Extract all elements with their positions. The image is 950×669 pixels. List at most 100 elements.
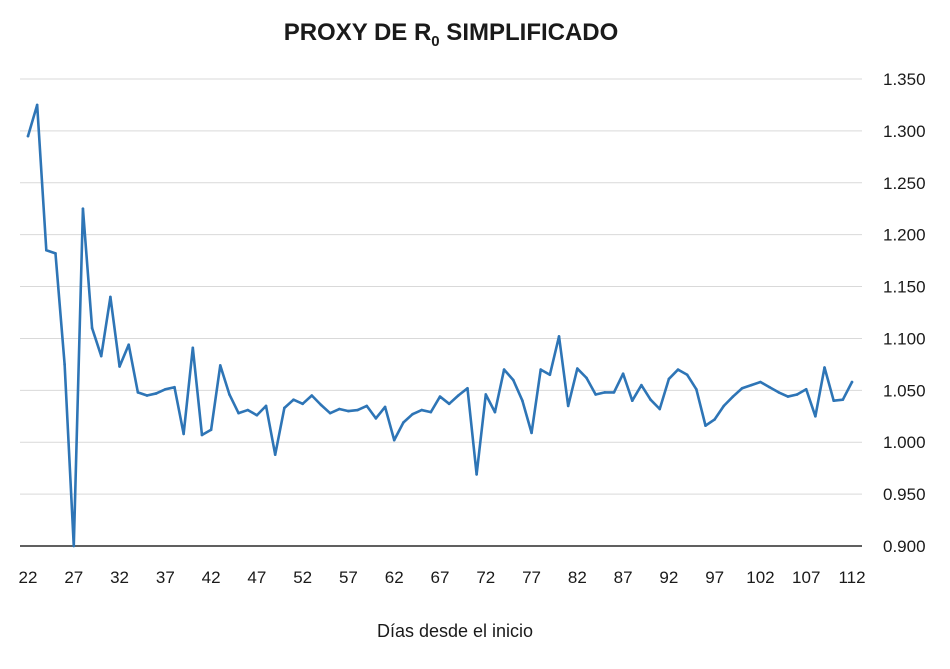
data-point bbox=[804, 387, 808, 391]
data-point bbox=[749, 383, 753, 387]
data-point bbox=[99, 354, 103, 358]
data-point bbox=[612, 391, 616, 394]
data-point bbox=[475, 473, 478, 476]
data-point bbox=[173, 385, 176, 389]
data-point bbox=[594, 393, 597, 396]
data-point bbox=[127, 343, 131, 346]
y-tick-label: 1.150 bbox=[883, 278, 926, 297]
data-point bbox=[676, 368, 680, 371]
data-point bbox=[621, 372, 625, 376]
data-point bbox=[731, 395, 735, 398]
data-point bbox=[337, 407, 341, 411]
x-tick-label: 22 bbox=[19, 568, 38, 587]
data-point bbox=[365, 404, 369, 408]
data-point bbox=[704, 424, 707, 427]
data-point bbox=[209, 428, 213, 432]
chart-title: PROXY DE R0 SIMPLIFICADO bbox=[284, 19, 619, 50]
data-point bbox=[54, 252, 57, 255]
x-tick-label: 87 bbox=[614, 568, 633, 587]
data-point bbox=[81, 207, 85, 211]
data-point bbox=[841, 398, 845, 401]
title-prefix: PROXY DE R bbox=[284, 19, 432, 46]
data-point bbox=[118, 365, 121, 368]
data-point bbox=[255, 413, 259, 417]
x-tick-label: 47 bbox=[247, 568, 266, 587]
x-tick-label: 92 bbox=[659, 568, 678, 587]
data-point bbox=[457, 394, 460, 397]
data-point bbox=[328, 411, 332, 415]
y-axis-ticks: 0.900 0.950 1.000 1.050 1.100 1.150 1.200 1.250… bbox=[883, 70, 926, 556]
data-point bbox=[649, 398, 652, 401]
data-point bbox=[164, 387, 167, 391]
x-tick-label: 27 bbox=[64, 568, 83, 587]
data-point bbox=[557, 335, 561, 338]
data-point bbox=[713, 418, 716, 421]
data-point bbox=[273, 453, 277, 456]
data-point bbox=[356, 408, 359, 412]
x-tick-label: 97 bbox=[705, 568, 724, 587]
x-tick-label: 77 bbox=[522, 568, 541, 587]
data-point bbox=[759, 380, 762, 384]
data-point bbox=[411, 412, 414, 416]
data-point bbox=[154, 392, 158, 395]
data-point bbox=[392, 438, 396, 442]
data-point bbox=[630, 399, 634, 403]
data-point bbox=[768, 385, 771, 389]
data-point bbox=[493, 410, 497, 414]
data-point bbox=[576, 367, 579, 370]
data-point bbox=[823, 366, 826, 369]
y-tick-label: 0.900 bbox=[883, 537, 926, 556]
data-point bbox=[695, 387, 698, 391]
x-tick-label: 57 bbox=[339, 568, 358, 587]
data-point bbox=[283, 406, 286, 410]
data-point bbox=[136, 391, 140, 394]
data-point bbox=[191, 346, 195, 350]
data-point bbox=[438, 395, 442, 398]
data-point bbox=[228, 393, 231, 396]
data-point bbox=[246, 408, 250, 412]
data-point bbox=[429, 410, 433, 414]
y-tick-label: 0.950 bbox=[883, 485, 926, 504]
data-point bbox=[466, 386, 469, 390]
data-point bbox=[310, 394, 314, 397]
x-tick-label: 102 bbox=[746, 568, 774, 587]
data-point bbox=[447, 402, 451, 406]
data-point bbox=[237, 411, 240, 415]
data-point bbox=[182, 432, 185, 436]
data-point bbox=[566, 404, 570, 408]
x-tick-label: 62 bbox=[385, 568, 404, 587]
data-point bbox=[539, 368, 543, 371]
data-point bbox=[35, 103, 39, 107]
y-tick-label: 1.300 bbox=[883, 122, 926, 141]
data-point bbox=[383, 405, 387, 409]
data-point bbox=[640, 383, 643, 387]
data-point bbox=[722, 404, 726, 408]
data-point bbox=[264, 404, 268, 408]
data-point bbox=[402, 421, 405, 424]
data-point bbox=[45, 248, 48, 252]
data-point bbox=[521, 399, 524, 403]
data-point bbox=[420, 408, 423, 412]
data-point bbox=[740, 386, 744, 390]
data-point bbox=[319, 403, 323, 407]
data-point bbox=[603, 391, 607, 394]
y-tick-label: 1.250 bbox=[883, 174, 926, 193]
data-point bbox=[292, 398, 295, 401]
data-point bbox=[795, 393, 799, 396]
data-point bbox=[832, 399, 835, 403]
x-tick-label: 107 bbox=[792, 568, 820, 587]
data-point bbox=[347, 409, 350, 413]
x-axis-ticks: 22 27 32 37 42 47 52 57 62 67 72 77 82 87 92 97 102 107 11… bbox=[19, 568, 866, 587]
series-layer bbox=[26, 103, 854, 548]
y-tick-label: 1.100 bbox=[883, 329, 926, 348]
data-point bbox=[26, 134, 30, 138]
data-point bbox=[850, 380, 854, 384]
data-point bbox=[90, 326, 94, 330]
data-point bbox=[548, 373, 552, 377]
data-point bbox=[63, 363, 66, 366]
data-point bbox=[511, 378, 515, 382]
data-point bbox=[786, 395, 790, 398]
x-tick-label: 67 bbox=[431, 568, 450, 587]
y-tick-label: 1.050 bbox=[883, 381, 926, 400]
